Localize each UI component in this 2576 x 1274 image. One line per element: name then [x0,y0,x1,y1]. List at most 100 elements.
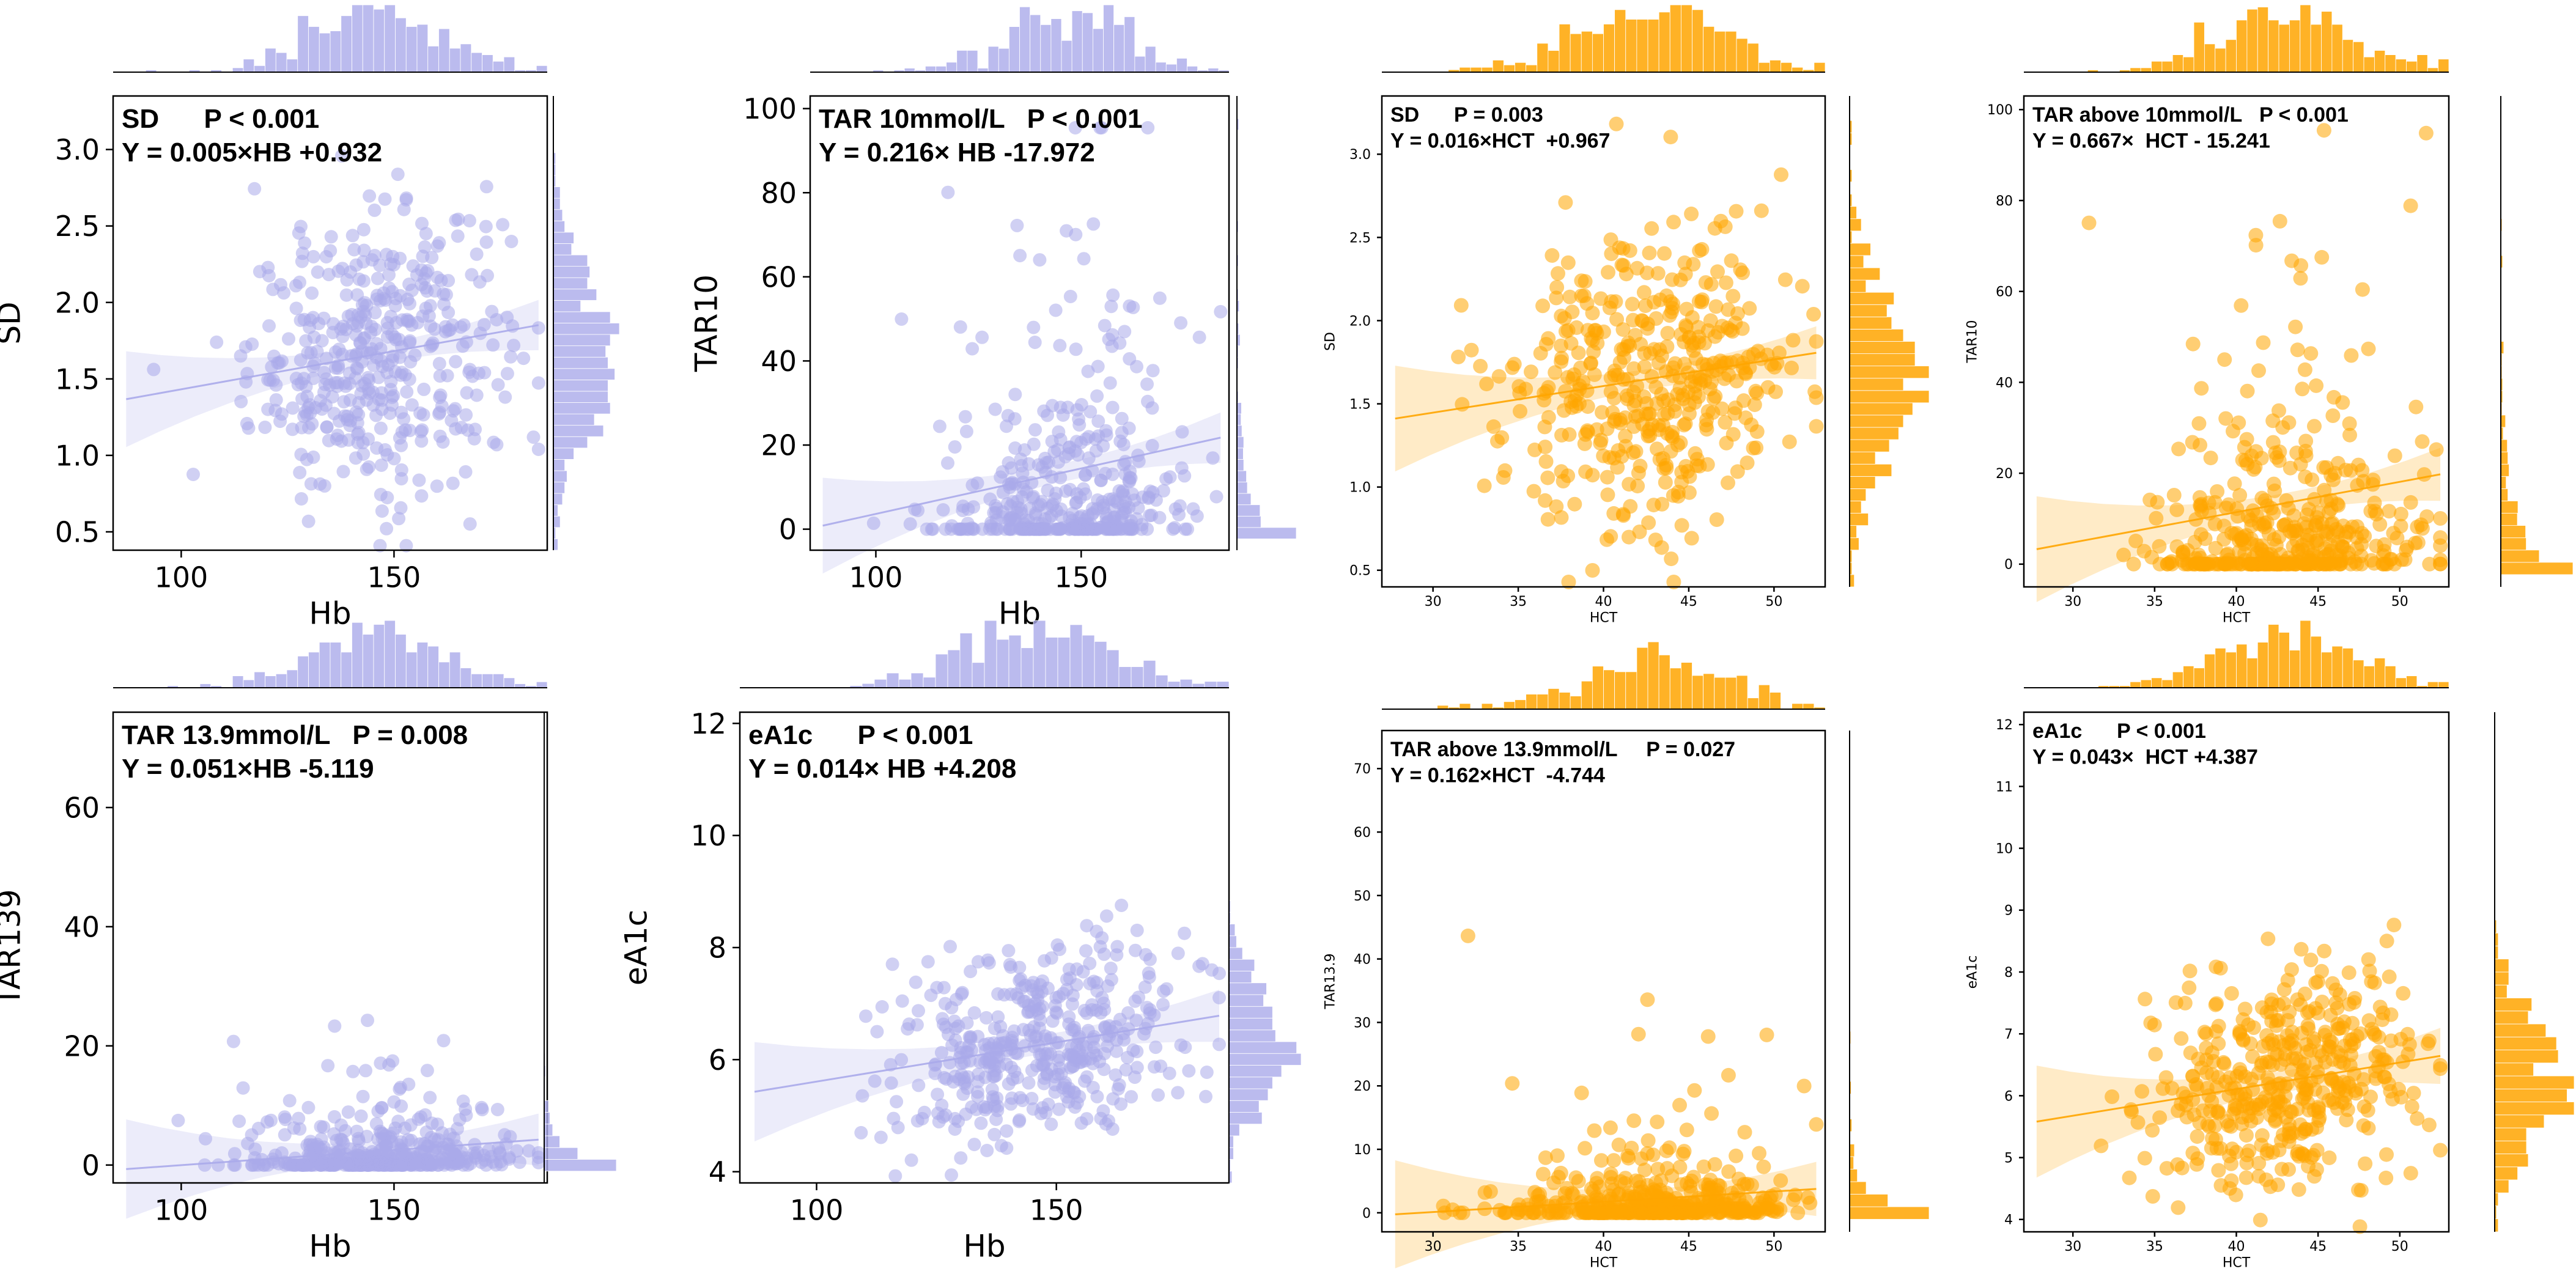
hist-bar [1459,703,1471,710]
data-point [245,337,259,351]
data-point [227,1147,242,1161]
data-point [399,539,413,553]
hist-bar [1094,641,1107,688]
data-point [1000,1124,1014,1138]
hist-bar [2278,632,2290,688]
data-point [1574,289,1589,303]
hist-bar [544,1147,578,1160]
y-tick-label: 11 [1996,779,2013,795]
data-point [2234,298,2249,313]
data-point [1635,314,1650,328]
data-point [1634,1151,1649,1166]
data-point [1554,427,1569,443]
annotation-pvalue: SD P < 0.001 [122,104,319,134]
annotation-equation: Y = 0.016×HCT +0.967 [1390,130,1610,153]
data-point [956,503,970,517]
data-point [380,448,394,462]
hist-bar [405,652,418,688]
y-tick-label: 4 [2004,1213,2013,1228]
data-point [2294,941,2309,957]
data-point [375,1100,389,1114]
hist-bar [1481,67,1493,73]
hist-bar [449,48,461,73]
data-point [2415,434,2430,449]
hist-bar [2494,1050,2559,1064]
data-point [1585,563,1600,578]
hist-bar [395,634,407,688]
data-point [186,468,200,481]
data-point [1156,998,1170,1012]
data-point [936,503,950,517]
x-tick-label: 35 [2146,1239,2163,1254]
data-point [427,322,441,336]
data-point [1587,1123,1602,1138]
hist-bar [265,676,276,688]
scatter-points [171,1014,545,1172]
data-point [423,1091,437,1105]
data-point [2375,1012,2390,1028]
data-point [2317,541,2333,556]
data-point [1559,1180,1574,1196]
data-point [2150,495,2165,510]
hist-bar [2494,1127,2527,1141]
hist-bar [1849,537,1859,551]
data-point [297,372,311,386]
annotation-pvalue: TAR 10mmol/L P < 0.001 [819,104,1142,134]
data-point [331,429,345,443]
hist-bar [2363,666,2375,688]
data-point [1654,348,1669,364]
data-point [1477,478,1492,493]
hist-bar [1636,647,1648,710]
y-tick-label: 40 [761,345,797,378]
data-point [1142,966,1156,980]
data-point [2266,506,2281,521]
hist-bar [243,59,255,73]
data-point [339,288,353,302]
hist-bar [1803,703,1815,710]
x-tick-label: 50 [2391,1239,2408,1254]
y-tick-label: 20 [1354,1079,1371,1094]
data-point [1005,461,1019,475]
annotation-pvalue: TAR 13.9mmol/L P = 0.008 [122,720,468,750]
data-point [531,1151,545,1165]
data-point [432,356,446,370]
data-point [2379,1170,2394,1185]
annotation-pvalue: eA1c P < 0.001 [748,720,973,750]
data-point [2327,389,2341,405]
data-point [2331,498,2346,513]
hist-bar [1849,267,1881,281]
hist-bar [1581,31,1593,73]
hist-bar [1849,1144,1855,1157]
data-point [1730,464,1745,479]
hist-bar [1503,701,1515,710]
data-point [2314,963,2329,979]
hist-bar [959,633,973,688]
hist-bar [1492,59,1504,73]
data-point [504,235,519,248]
hist-bar [2331,646,2343,688]
data-point [433,405,447,419]
data-point [1654,386,1669,402]
data-point [2256,335,2271,350]
data-point [399,423,412,437]
data-point [1033,253,1047,267]
data-point [510,1144,524,1158]
data-point [1664,1168,1680,1184]
data-point [1027,320,1041,334]
data-point [1090,984,1104,998]
data-point [365,342,379,356]
top-marginal-histogram [1382,4,1826,73]
data-point [1718,414,1733,430]
data-point [1451,349,1466,364]
data-point [1212,991,1226,1004]
y-tick-label: 0.5 [1349,564,1371,579]
data-point [1681,485,1697,500]
data-point [373,259,387,273]
hist-bar [2151,61,2163,73]
data-point [2413,517,2429,532]
annotation-equation: Y = 0.005×HB +0.932 [122,138,382,168]
data-point [2165,1081,2180,1096]
data-point [1663,294,1678,309]
hist-bar [2161,679,2173,688]
data-point [1013,1091,1027,1105]
